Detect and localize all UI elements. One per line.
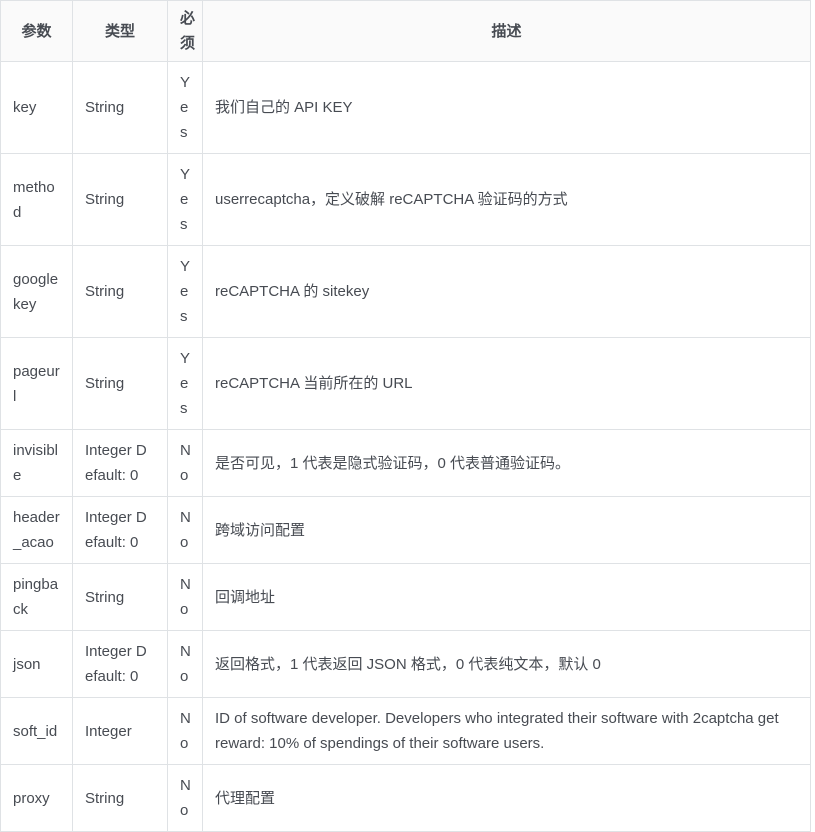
param-cell: soft_id [0, 697, 73, 765]
table-row-soft-id: soft_id Integer No ID of software develo… [0, 697, 811, 765]
param-cell: googlekey [0, 245, 73, 338]
required-cell: Yes [167, 61, 203, 154]
table-row-method: method String Yes userrecaptcha，定义破解 reC… [0, 153, 811, 246]
desc-cell: 返回格式，1 代表返回 JSON 格式，0 代表纯文本，默认 0 [202, 630, 811, 698]
param-cell: pingback [0, 563, 73, 631]
type-cell: String [72, 337, 168, 430]
param-cell: header_acao [0, 496, 73, 564]
table-row-proxy: proxy String No 代理配置 [0, 764, 811, 832]
type-cell: String [72, 153, 168, 246]
desc-cell: 代理配置 [202, 764, 811, 832]
param-cell: method [0, 153, 73, 246]
required-cell: No [167, 764, 203, 832]
required-cell: No [167, 429, 203, 497]
type-cell: String [72, 245, 168, 338]
table-row-invisible: invisible Integer Default: 0 No 是否可见，1 代… [0, 429, 811, 497]
header-row: 参数 类型 必须 描述 [0, 0, 811, 62]
required-cell: No [167, 630, 203, 698]
desc-cell: 是否可见，1 代表是隐式验证码，0 代表普通验证码。 [202, 429, 811, 497]
desc-cell: 回调地址 [202, 563, 811, 631]
type-cell: String [72, 764, 168, 832]
type-cell: Integer Default: 0 [72, 630, 168, 698]
param-cell: key [0, 61, 73, 154]
required-cell: No [167, 563, 203, 631]
param-cell: json [0, 630, 73, 698]
required-cell: No [167, 496, 203, 564]
type-cell: Integer Default: 0 [72, 429, 168, 497]
desc-cell: reCAPTCHA 的 sitekey [202, 245, 811, 338]
col-header-type: 类型 [72, 0, 168, 62]
col-header-required: 必须 [167, 0, 203, 62]
type-cell: Integer [72, 697, 168, 765]
required-cell: No [167, 697, 203, 765]
required-cell: Yes [167, 245, 203, 338]
table-row-header-acao: header_acao Integer Default: 0 No 跨域访问配置 [0, 496, 811, 564]
table-row-key: key String Yes 我们自己的 API KEY [0, 61, 811, 154]
param-cell: pageurl [0, 337, 73, 430]
table-row-pageurl: pageurl String Yes reCAPTCHA 当前所在的 URL [0, 337, 811, 430]
desc-cell: reCAPTCHA 当前所在的 URL [202, 337, 811, 430]
col-header-desc: 描述 [202, 0, 811, 62]
desc-cell: userrecaptcha，定义破解 reCAPTCHA 验证码的方式 [202, 153, 811, 246]
table-row-json: json Integer Default: 0 No 返回格式，1 代表返回 J… [0, 630, 811, 698]
table-row-googlekey: googlekey String Yes reCAPTCHA 的 sitekey [0, 245, 811, 338]
desc-cell: ID of software developer. Developers who… [202, 697, 811, 765]
desc-cell: 我们自己的 API KEY [202, 61, 811, 154]
required-cell: Yes [167, 153, 203, 246]
param-cell: invisible [0, 429, 73, 497]
type-cell: String [72, 61, 168, 154]
type-cell: Integer Default: 0 [72, 496, 168, 564]
table-row-pingback: pingback String No 回调地址 [0, 563, 811, 631]
col-header-param: 参数 [0, 0, 73, 62]
required-cell: Yes [167, 337, 203, 430]
type-cell: String [72, 563, 168, 631]
param-cell: proxy [0, 764, 73, 832]
desc-cell: 跨域访问配置 [202, 496, 811, 564]
